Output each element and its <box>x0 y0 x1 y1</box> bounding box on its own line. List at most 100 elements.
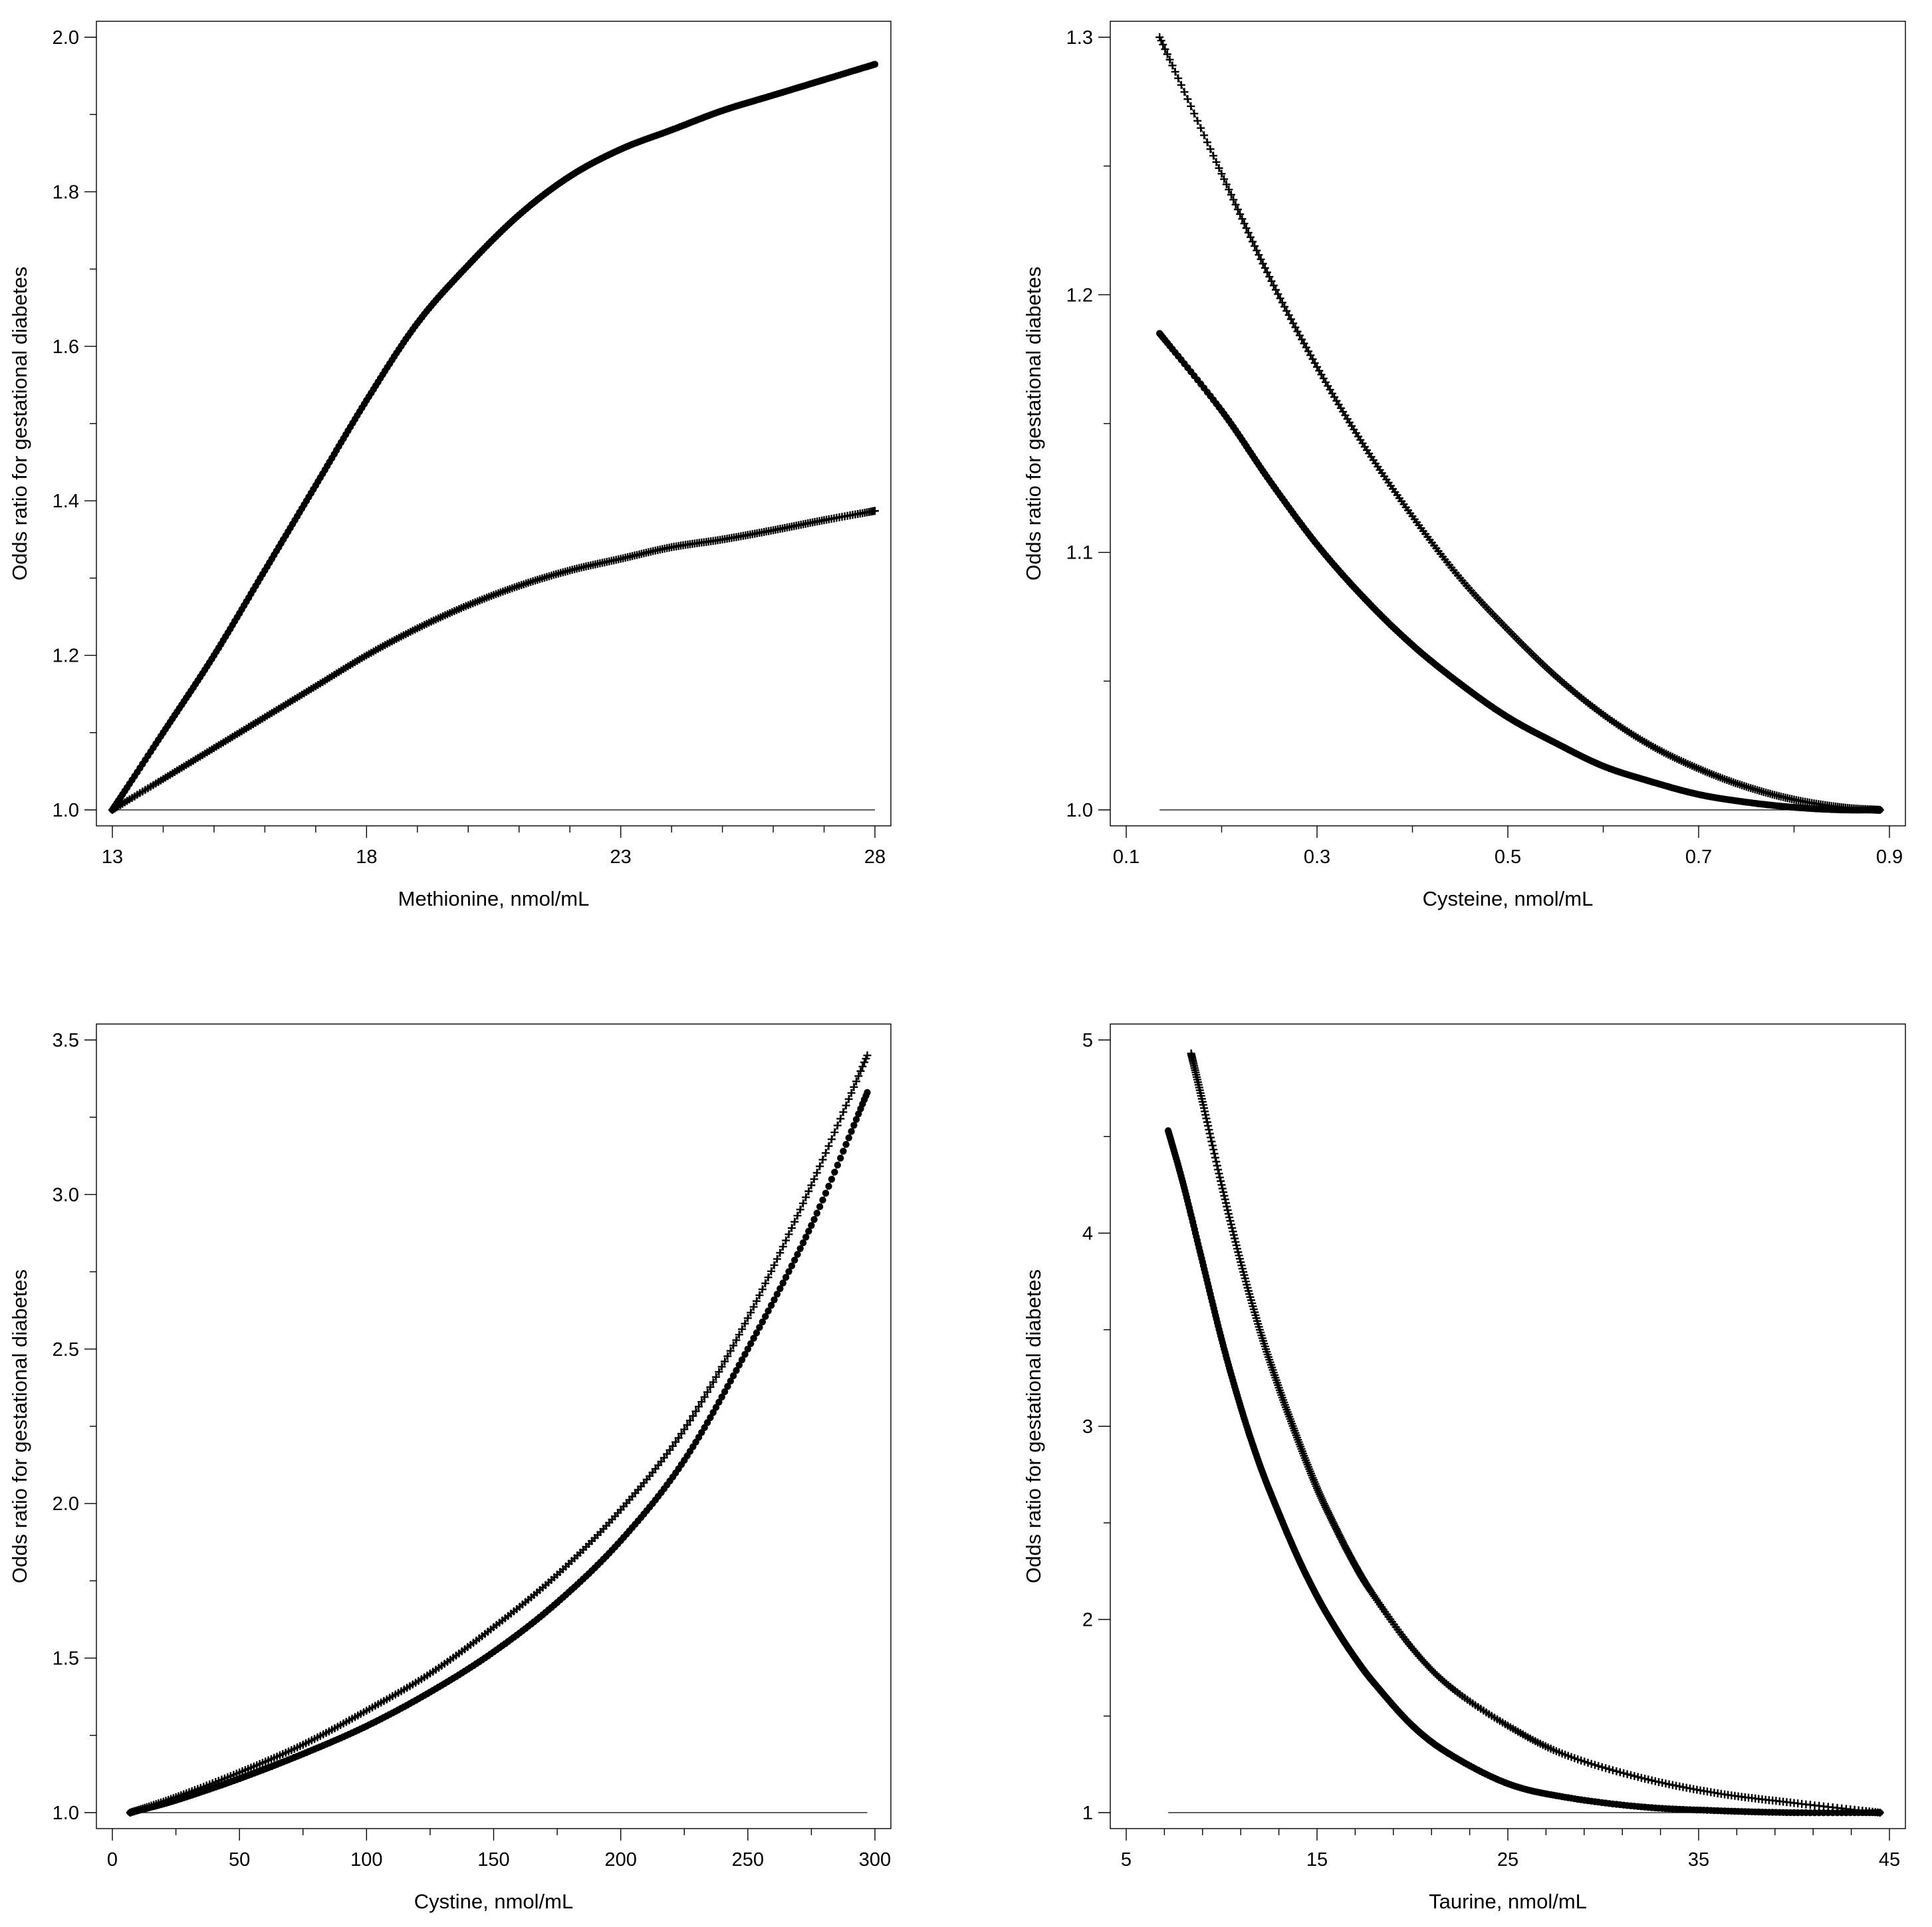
data-point <box>695 1402 703 1411</box>
data-point <box>700 1393 709 1401</box>
data-point <box>724 1382 731 1390</box>
data-point <box>1205 1125 1213 1134</box>
data-point <box>1594 1761 1603 1770</box>
data-point <box>1261 264 1269 273</box>
data-point <box>1284 311 1293 319</box>
data-point <box>848 1128 855 1135</box>
y-tick-label: 5 <box>1082 1030 1093 1051</box>
series-dots <box>1164 1127 1883 1817</box>
data-point <box>749 1303 758 1311</box>
data-point <box>1229 1227 1237 1235</box>
data-point <box>764 1273 773 1281</box>
data-point <box>1222 180 1231 189</box>
y-tick-label: 1.6 <box>53 336 79 358</box>
x-tick-label: 23 <box>610 846 632 868</box>
data-point <box>1334 1528 1342 1537</box>
data-point <box>765 1307 772 1315</box>
data-point <box>1220 175 1229 184</box>
data-point <box>1227 190 1235 199</box>
data-point <box>1207 1137 1216 1146</box>
data-point <box>715 1398 723 1406</box>
data-point <box>1608 1766 1617 1775</box>
data-point <box>729 1372 737 1380</box>
data-point <box>844 1094 853 1103</box>
x-tick-label: 0.1 <box>1113 846 1140 868</box>
data-point <box>799 1239 807 1247</box>
data-point <box>1326 1514 1335 1523</box>
data-point <box>1875 806 1884 814</box>
data-point <box>729 1341 738 1350</box>
data-point <box>831 1168 838 1176</box>
data-point <box>677 1430 685 1438</box>
data-point <box>796 1245 804 1253</box>
panel-cystine: 0 50 100 150 200 250 300 1.0 1.5 2.0 2.5 3.0 3.5 Cy… <box>8 1023 892 1913</box>
data-point <box>1295 331 1304 340</box>
data-point <box>1291 323 1300 332</box>
data-point <box>680 1425 689 1434</box>
y-tick-label: 1.3 <box>1066 27 1093 49</box>
data-point <box>855 1110 862 1118</box>
data-point <box>1875 1809 1884 1817</box>
data-point <box>685 1416 694 1425</box>
data-point <box>1257 255 1265 263</box>
data-point <box>833 1121 842 1130</box>
data-point <box>1289 319 1298 328</box>
data-point <box>759 1318 767 1326</box>
data-point <box>1222 1199 1230 1208</box>
x-axis-label: Cysteine, nmol/mL <box>1423 887 1594 910</box>
data-point <box>1272 285 1280 294</box>
data-point <box>1202 1114 1211 1122</box>
data-point <box>1208 1141 1217 1150</box>
tick-marks <box>84 37 876 838</box>
data-point <box>1329 1519 1338 1527</box>
data-point <box>1183 95 1192 103</box>
x-tick-label: 200 <box>604 1849 636 1870</box>
data-point <box>860 1058 869 1067</box>
data-point <box>1215 164 1223 172</box>
data-point <box>858 1062 867 1071</box>
data-point <box>1269 281 1278 290</box>
data-point <box>1224 1210 1233 1218</box>
plot-frame <box>1110 1023 1906 1829</box>
data-point <box>1163 50 1171 59</box>
data-point <box>697 1398 706 1406</box>
series-line <box>1159 333 1880 811</box>
data-point <box>706 1383 715 1392</box>
series-layer <box>1164 1049 1884 1817</box>
y-tick-label: 1.2 <box>1066 285 1093 306</box>
data-point <box>816 1203 824 1210</box>
data-point <box>1627 1771 1635 1779</box>
x-tick-label: 300 <box>859 1849 891 1870</box>
series-line <box>130 1055 868 1813</box>
data-point <box>791 1256 798 1264</box>
data-point <box>1171 67 1179 76</box>
data-point <box>854 1072 863 1081</box>
data-point <box>741 1350 749 1358</box>
data-point <box>1267 277 1276 285</box>
series-line <box>130 1092 868 1813</box>
data-point <box>758 1285 767 1293</box>
x-tick-label: 0.9 <box>1876 846 1903 868</box>
data-point <box>1263 268 1271 277</box>
data-point <box>691 1407 700 1416</box>
data-point <box>1212 1158 1221 1166</box>
data-point <box>852 1116 860 1123</box>
data-point <box>807 1181 816 1190</box>
data-point <box>1265 273 1274 281</box>
data-point <box>777 1285 784 1293</box>
x-tick-label: 13 <box>102 846 123 868</box>
data-point <box>1159 41 1167 49</box>
data-point <box>819 1196 826 1204</box>
data-point <box>1217 1177 1225 1186</box>
data-point <box>802 1233 810 1241</box>
data-point <box>1236 210 1245 219</box>
data-point <box>837 1154 844 1162</box>
data-point <box>805 1227 812 1235</box>
data-point <box>785 1268 792 1275</box>
data-point <box>813 1210 821 1217</box>
data-point <box>721 1357 729 1366</box>
data-point <box>1217 170 1226 178</box>
data-point <box>782 1273 790 1281</box>
data-point <box>762 1313 769 1321</box>
